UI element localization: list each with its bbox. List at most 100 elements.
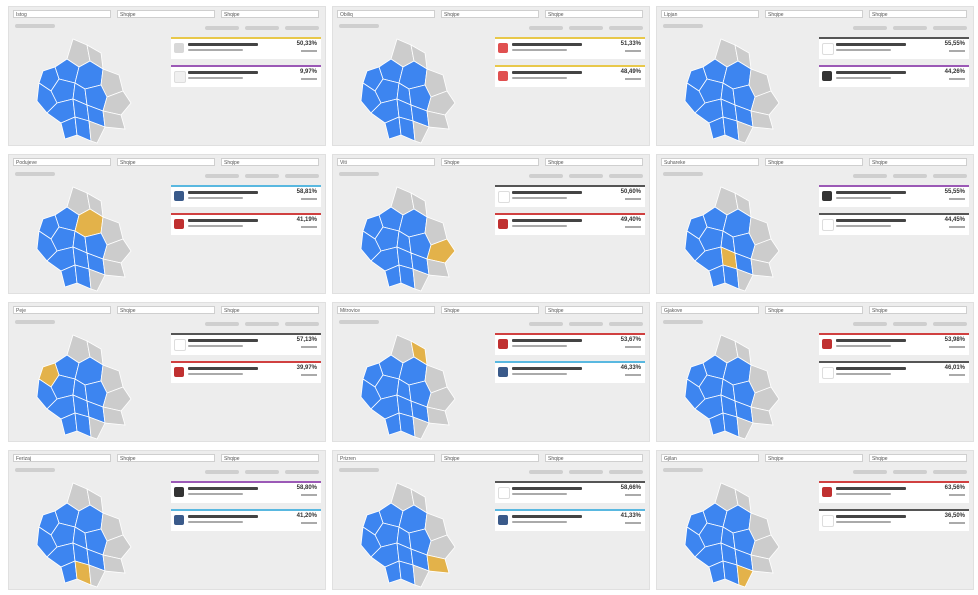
language-select[interactable]: Shqipe: [117, 158, 215, 166]
candidate-card[interactable]: 46,01%: [819, 361, 969, 383]
candidate-card[interactable]: 55,55%: [819, 185, 969, 207]
municipality-select[interactable]: Lipjan: [661, 10, 759, 18]
view-option-toggle[interactable]: [933, 470, 967, 474]
view-option-toggle[interactable]: [609, 26, 643, 30]
municipality-select[interactable]: Viti: [337, 158, 435, 166]
kosovo-map[interactable]: [29, 31, 141, 146]
map-region[interactable]: [88, 268, 106, 292]
candidate-card[interactable]: 48,49%: [495, 65, 645, 87]
kosovo-map[interactable]: [29, 475, 141, 590]
map-region[interactable]: [750, 406, 774, 426]
script-select[interactable]: Shqipe: [869, 454, 967, 462]
map-region[interactable]: [750, 258, 774, 278]
map-region[interactable]: [88, 416, 106, 440]
municipality-select[interactable]: Mitrovice: [337, 306, 435, 314]
map-region[interactable]: [750, 110, 774, 130]
kosovo-map[interactable]: [677, 475, 789, 590]
candidate-card[interactable]: 39,97%: [171, 361, 321, 383]
candidate-card[interactable]: 63,56%: [819, 481, 969, 503]
view-option-toggle[interactable]: [529, 174, 563, 178]
map-region[interactable]: [750, 90, 780, 116]
view-option-toggle[interactable]: [285, 26, 319, 30]
map-region[interactable]: [102, 238, 132, 264]
municipality-select[interactable]: Gjilan: [661, 454, 759, 462]
map-region-selected[interactable]: [426, 238, 456, 264]
map-region[interactable]: [426, 534, 456, 560]
candidate-card[interactable]: 58,80%: [171, 481, 321, 503]
map-region[interactable]: [412, 268, 430, 292]
map-region[interactable]: [750, 554, 774, 574]
candidate-card[interactable]: 44,45%: [819, 213, 969, 235]
script-select[interactable]: Shqipe: [545, 306, 643, 314]
candidate-card[interactable]: 50,33%: [171, 37, 321, 59]
map-region[interactable]: [102, 258, 126, 278]
language-select[interactable]: Shqipe: [117, 454, 215, 462]
candidate-card[interactable]: 41,20%: [171, 509, 321, 531]
language-select[interactable]: Shqipe: [441, 10, 539, 18]
view-option-toggle[interactable]: [245, 174, 279, 178]
view-option-toggle[interactable]: [893, 322, 927, 326]
candidate-card[interactable]: 58,66%: [495, 481, 645, 503]
script-select[interactable]: Shqipe: [869, 158, 967, 166]
map-region[interactable]: [750, 238, 780, 264]
candidate-card[interactable]: 50,60%: [495, 185, 645, 207]
candidate-card[interactable]: 46,33%: [495, 361, 645, 383]
language-select[interactable]: Shqipe: [765, 158, 863, 166]
candidate-card[interactable]: 49,40%: [495, 213, 645, 235]
language-select[interactable]: Shqipe: [441, 306, 539, 314]
kosovo-map[interactable]: [353, 31, 465, 146]
map-region[interactable]: [88, 120, 106, 144]
view-option-toggle[interactable]: [205, 26, 239, 30]
script-select[interactable]: Shqipe: [869, 10, 967, 18]
view-option-toggle[interactable]: [569, 26, 603, 30]
kosovo-map[interactable]: [29, 179, 141, 294]
map-region[interactable]: [426, 386, 456, 412]
municipality-select[interactable]: Prizren: [337, 454, 435, 462]
municipality-select[interactable]: Podujeve: [13, 158, 111, 166]
view-option-toggle[interactable]: [933, 26, 967, 30]
candidate-card[interactable]: 53,67%: [495, 333, 645, 355]
view-option-toggle[interactable]: [285, 470, 319, 474]
candidate-card[interactable]: 36,50%: [819, 509, 969, 531]
map-region[interactable]: [412, 120, 430, 144]
view-option-toggle[interactable]: [933, 174, 967, 178]
map-region[interactable]: [736, 268, 754, 292]
map-region[interactable]: [426, 406, 450, 426]
map-region[interactable]: [102, 110, 126, 130]
map-region[interactable]: [412, 416, 430, 440]
view-option-toggle[interactable]: [853, 174, 887, 178]
script-select[interactable]: Shqipe: [545, 10, 643, 18]
script-select[interactable]: Shqipe: [869, 306, 967, 314]
kosovo-map[interactable]: [29, 327, 141, 442]
map-region[interactable]: [102, 90, 132, 116]
view-option-toggle[interactable]: [245, 322, 279, 326]
view-option-toggle[interactable]: [245, 470, 279, 474]
kosovo-map[interactable]: [677, 179, 789, 294]
map-region[interactable]: [736, 120, 754, 144]
view-option-toggle[interactable]: [609, 470, 643, 474]
candidate-card[interactable]: 9,97%: [171, 65, 321, 87]
language-select[interactable]: Shqipe: [117, 10, 215, 18]
map-region[interactable]: [750, 386, 780, 412]
map-region[interactable]: [102, 406, 126, 426]
language-select[interactable]: Shqipe: [765, 306, 863, 314]
script-select[interactable]: Shqipe: [221, 454, 319, 462]
candidate-card[interactable]: 44,26%: [819, 65, 969, 87]
candidate-card[interactable]: 57,13%: [171, 333, 321, 355]
view-option-toggle[interactable]: [893, 470, 927, 474]
candidate-card[interactable]: 53,98%: [819, 333, 969, 355]
map-region[interactable]: [102, 554, 126, 574]
municipality-select[interactable]: Istog: [13, 10, 111, 18]
view-option-toggle[interactable]: [569, 174, 603, 178]
municipality-select[interactable]: Peje: [13, 306, 111, 314]
view-option-toggle[interactable]: [853, 322, 887, 326]
map-region[interactable]: [102, 534, 132, 560]
view-option-toggle[interactable]: [205, 174, 239, 178]
kosovo-map[interactable]: [677, 327, 789, 442]
map-region[interactable]: [426, 110, 450, 130]
kosovo-map[interactable]: [353, 475, 465, 590]
view-option-toggle[interactable]: [893, 26, 927, 30]
candidate-card[interactable]: 41,33%: [495, 509, 645, 531]
map-region-selected[interactable]: [736, 564, 754, 588]
view-option-toggle[interactable]: [529, 470, 563, 474]
